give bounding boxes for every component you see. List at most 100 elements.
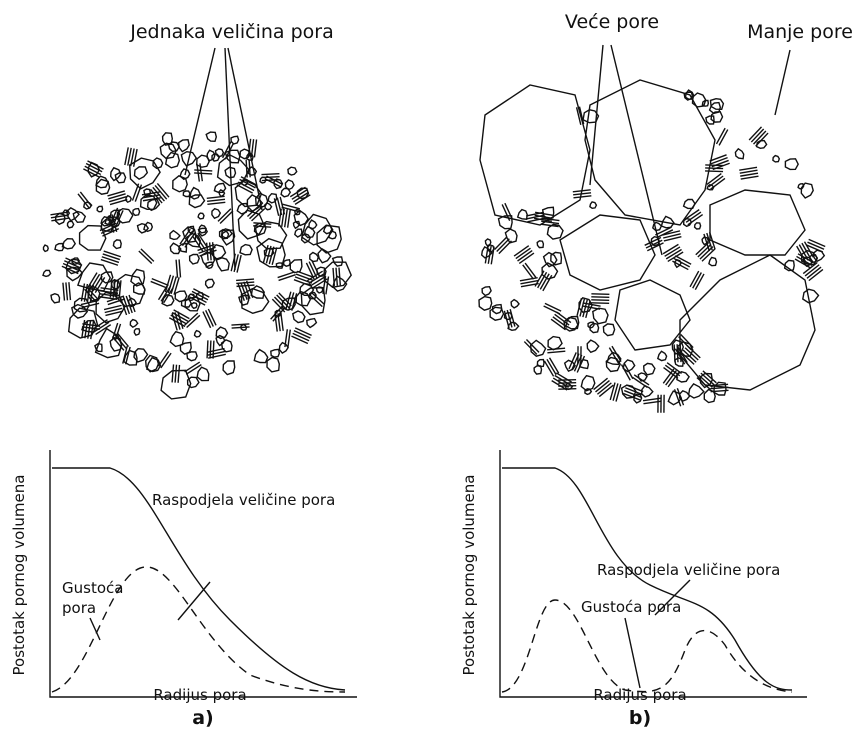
grain [663, 366, 679, 379]
grain [95, 324, 112, 336]
grain [306, 317, 318, 329]
grain [124, 147, 129, 166]
grain [81, 326, 100, 330]
grain [280, 312, 284, 331]
grain [579, 298, 586, 317]
grain [808, 238, 826, 248]
grain [194, 169, 213, 172]
grain [239, 148, 252, 160]
grain [292, 332, 310, 342]
grain [689, 270, 700, 288]
grain [748, 126, 763, 141]
grain [250, 285, 265, 299]
grain [102, 253, 121, 261]
grain [215, 334, 226, 347]
grain [801, 249, 819, 266]
grain [496, 238, 510, 253]
grain [108, 196, 127, 203]
grain [686, 345, 701, 359]
grain [554, 313, 570, 326]
grain [113, 273, 146, 308]
grain [291, 189, 308, 200]
grain [157, 284, 169, 301]
grain [280, 187, 292, 198]
grain [118, 280, 122, 299]
grain [90, 321, 95, 340]
grain [65, 282, 69, 301]
grain [316, 266, 327, 278]
grain [289, 186, 306, 198]
grain [87, 160, 104, 170]
grain [642, 397, 661, 402]
grain [182, 226, 197, 243]
grain [539, 273, 550, 290]
grain [62, 282, 66, 301]
grain [551, 380, 568, 391]
grain [70, 303, 89, 319]
grain [127, 147, 132, 166]
grain [42, 244, 49, 253]
chart-b [499, 450, 807, 698]
grain [665, 248, 682, 260]
grain [172, 174, 188, 193]
grain [115, 279, 119, 299]
grain [173, 277, 180, 295]
grain [64, 260, 82, 269]
grain [122, 296, 131, 315]
grain [608, 347, 620, 364]
grain [261, 178, 280, 182]
grain [179, 341, 192, 356]
axes [49, 450, 357, 698]
grain [81, 302, 100, 309]
grain [535, 211, 553, 217]
grain [92, 275, 103, 292]
grain [278, 341, 289, 355]
grain [662, 230, 681, 236]
grain [573, 195, 592, 199]
grain [161, 294, 175, 307]
grain [253, 139, 258, 158]
grain [160, 285, 172, 302]
grain [643, 400, 662, 405]
grain [124, 194, 132, 204]
grain [114, 172, 127, 184]
grain [575, 107, 582, 125]
grain [186, 376, 200, 389]
grain [708, 256, 718, 267]
grain [804, 264, 820, 277]
grain [231, 326, 250, 329]
grain [325, 276, 330, 295]
grain [169, 242, 182, 255]
grain [213, 182, 227, 194]
grain [215, 257, 230, 272]
grain [582, 109, 600, 124]
grain [271, 298, 286, 313]
grain [547, 335, 563, 351]
grain [236, 278, 255, 282]
grain [130, 148, 135, 167]
grain [96, 205, 104, 213]
grain [198, 224, 207, 234]
grain [62, 262, 80, 272]
grain [582, 299, 588, 318]
grain [207, 198, 226, 202]
grain [676, 344, 679, 363]
grain [568, 352, 577, 370]
grain [540, 223, 559, 228]
grain [706, 173, 722, 185]
grain [808, 254, 818, 264]
grain [292, 220, 301, 230]
grain [550, 251, 563, 266]
grain [206, 340, 209, 359]
grain [585, 300, 591, 319]
grain [772, 154, 781, 163]
grain [261, 175, 280, 179]
grain [794, 258, 811, 269]
grain [294, 327, 312, 336]
grain [682, 217, 693, 228]
grain [119, 297, 128, 316]
grain [167, 141, 181, 153]
grain [277, 313, 281, 332]
grain [245, 159, 248, 178]
